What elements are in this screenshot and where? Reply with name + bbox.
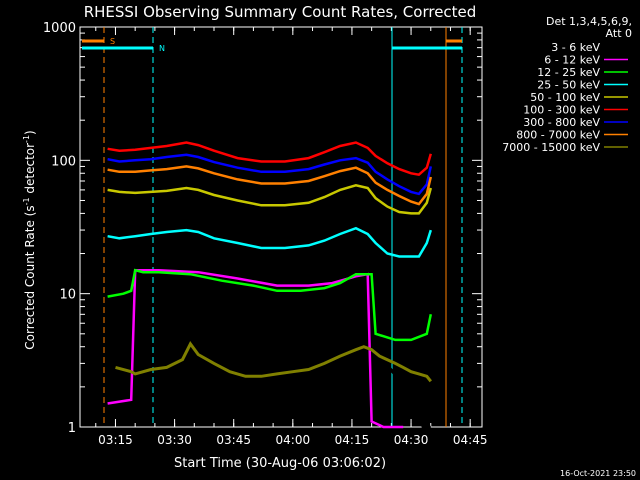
- x-tick-label: 04:00: [276, 433, 311, 447]
- s-annotation-label: S: [110, 37, 115, 46]
- x-axis-label: Start Time (30-Aug-06 03:06:02): [174, 456, 386, 471]
- x-tick-label: 04:15: [335, 433, 370, 447]
- legend-label-7: 800 - 7000 keV: [516, 129, 600, 142]
- timestamp: 16-Oct-2021 23:50: [560, 469, 636, 478]
- legend-header-2: Att 0: [606, 27, 632, 40]
- legend-label-6: 300 - 800 keV: [523, 116, 600, 129]
- legend-label-1: 6 - 12 keV: [544, 54, 600, 67]
- y-tick-label: 100: [51, 154, 76, 169]
- x-tick-label: 03:15: [98, 433, 133, 447]
- series-line-5: [107, 141, 433, 177]
- series-line-2: [107, 268, 433, 342]
- x-tick-label: 04:45: [453, 433, 488, 447]
- series-line-0: [115, 362, 431, 429]
- x-tick-label: 04:30: [394, 433, 429, 447]
- y-tick-label: 1: [68, 421, 76, 436]
- n-annotation-label: N: [159, 44, 165, 53]
- legend-label-0: 3 - 6 keV: [551, 41, 600, 54]
- x-tick-label: 03:45: [216, 433, 251, 447]
- legend-label-4: 50 - 100 keV: [530, 91, 600, 104]
- legend-label-5: 100 - 300 keV: [523, 104, 600, 117]
- legend-label-3: 25 - 50 keV: [537, 79, 600, 92]
- x-tick-label: 03:30: [157, 433, 192, 447]
- series-line-6: [107, 153, 433, 196]
- legend-header-1: Det 1,3,4,5,6,9,: [546, 15, 632, 28]
- y-axis-label: Corrected Count Rate (s-1 detector-1): [22, 130, 37, 349]
- y-tick-label: 1000: [43, 21, 76, 36]
- series-line-1: [107, 268, 404, 429]
- series-line-4: [107, 184, 433, 215]
- y-tick-label: 10: [59, 288, 76, 303]
- series-line-8: [115, 341, 432, 383]
- chart-title: RHESSI Observing Summary Count Rates, Co…: [84, 3, 477, 21]
- legend-label-2: 12 - 25 keV: [537, 66, 600, 79]
- series-line-7: [107, 165, 433, 206]
- series-line-3: [107, 226, 432, 258]
- plot-frame: [79, 26, 483, 428]
- legend-label-8: 7000 - 15000 keV: [502, 141, 600, 154]
